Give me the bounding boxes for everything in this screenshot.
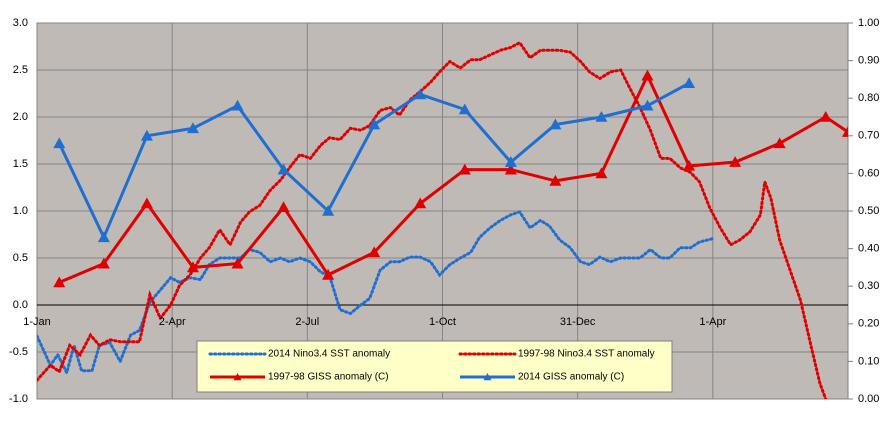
- marker: [683, 77, 696, 88]
- marker: [595, 167, 608, 179]
- x-tick-label: 1-Apr: [699, 316, 726, 328]
- marker: [842, 126, 848, 137]
- marker: [414, 88, 427, 100]
- y-tick-label: 1.5: [13, 158, 28, 170]
- y2-tick-label: 0.80: [858, 92, 879, 104]
- marker: [322, 268, 335, 280]
- y2-tick-label: 0.50: [858, 205, 879, 217]
- marker: [53, 276, 66, 288]
- y2-tick-label: 0.70: [858, 130, 879, 142]
- marker: [97, 231, 110, 243]
- y2-tick-label: 0.30: [858, 280, 879, 292]
- marker: [549, 174, 562, 186]
- marker: [549, 118, 562, 130]
- marker: [729, 156, 742, 167]
- x-tick-label: 1-Jan: [23, 316, 51, 328]
- marker: [504, 156, 517, 167]
- dotted-line: [37, 40, 828, 399]
- marker: [277, 163, 290, 175]
- y-tick-label: 2.5: [13, 64, 28, 76]
- marker: [97, 257, 110, 269]
- marker: [641, 99, 654, 111]
- y-tick-label: 2.0: [13, 111, 28, 123]
- marker: [322, 205, 335, 216]
- y2-tick-label: 0.20: [858, 318, 879, 330]
- marker: [458, 103, 471, 115]
- x-tick-label: 2-Jul: [295, 316, 319, 328]
- marker: [140, 129, 153, 141]
- legend-label: 1997-98 Nino3.4 SST anomaly: [518, 349, 655, 360]
- marker: [458, 163, 471, 175]
- x-tick-label: 2-Apr: [159, 316, 186, 328]
- y2-tick-label: 0.90: [858, 55, 879, 67]
- y-tick-label: 0.0: [13, 299, 28, 311]
- y-tick-label: 0.5: [13, 252, 28, 264]
- legend-label: 2014 Nino3.4 SST anomaly: [268, 349, 390, 360]
- marker: [819, 111, 832, 122]
- y-tick-label: 1.0: [13, 205, 28, 217]
- marker: [683, 159, 696, 171]
- series-layer: [37, 40, 848, 399]
- labels: -1.0 -0.5 0.0 0.5 1.0 1.5 2.0 2.5 3.0 0.00 0.10 0.2…: [9, 17, 879, 405]
- marker: [414, 197, 427, 209]
- x-tick-label: 1-Oct: [429, 316, 456, 328]
- marker: [773, 137, 786, 149]
- marker: [231, 257, 244, 269]
- marker: [186, 122, 199, 134]
- y-tick-label: 3.0: [13, 17, 28, 29]
- marker: [231, 99, 244, 111]
- y2-tick-label: 0.00: [858, 393, 879, 405]
- y-tick-label: -0.5: [9, 346, 28, 358]
- marker: [504, 163, 517, 175]
- marker: [368, 246, 381, 258]
- marker: [368, 118, 381, 130]
- x-tick-label: 31-Dec: [560, 316, 596, 328]
- legend: 2014 Nino3.4 SST anomaly 1997-98 Nino3.4 …: [196, 340, 673, 393]
- marker: [277, 201, 290, 213]
- y-tick-label: -1.0: [9, 393, 28, 405]
- legend-marker: [483, 373, 492, 381]
- y2-tick-label: 0.40: [858, 243, 879, 255]
- marker: [186, 261, 199, 273]
- marker: [641, 69, 654, 81]
- legend-box: [196, 340, 673, 393]
- marker: [140, 197, 153, 209]
- y2-tick-label: 1.00: [858, 17, 879, 29]
- legend-label: 2014 GISS anomaly (C): [518, 372, 624, 383]
- marker: [53, 137, 66, 149]
- legend-label: 1997-98 GISS anomaly (C): [268, 372, 389, 383]
- legend-marker: [233, 373, 242, 381]
- y2-tick-label: 0.10: [858, 355, 879, 367]
- y2-tick-label: 0.60: [858, 167, 879, 179]
- marker: [595, 111, 608, 122]
